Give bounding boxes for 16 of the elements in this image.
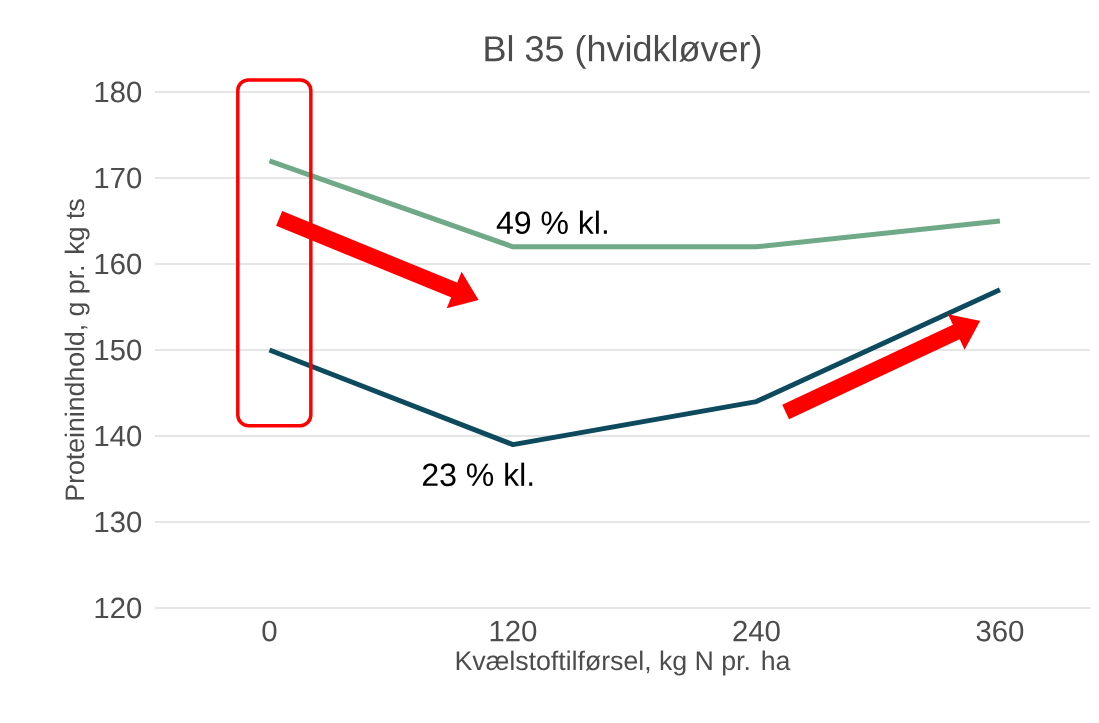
x-tick-label: 120 — [490, 620, 537, 642]
x-tick-label: 240 — [733, 620, 780, 642]
x-axis-title: Kvælstoftilførsel, kg N pr. ha — [456, 650, 791, 676]
x-tick-label: 360 — [976, 620, 1024, 642]
y-tick-label: 140 — [95, 425, 142, 447]
y-tick-label: 120 — [95, 597, 142, 619]
series-label: 23 % kl. — [422, 462, 533, 487]
y-tick-label: 150 — [95, 339, 142, 361]
y-tick-label: 160 — [95, 253, 142, 275]
y-tick-label: 170 — [95, 167, 142, 189]
y-tick-label: 180 — [95, 81, 142, 103]
chart-title: Bl 35 (hvidkløver) — [485, 35, 761, 69]
series-label: 49 % kl. — [496, 210, 607, 235]
y-tick-label: 130 — [95, 511, 142, 533]
x-tick-label: 0 — [262, 620, 277, 642]
y-axis-title: Proteinindhold, g pr. kg ts — [64, 199, 90, 500]
